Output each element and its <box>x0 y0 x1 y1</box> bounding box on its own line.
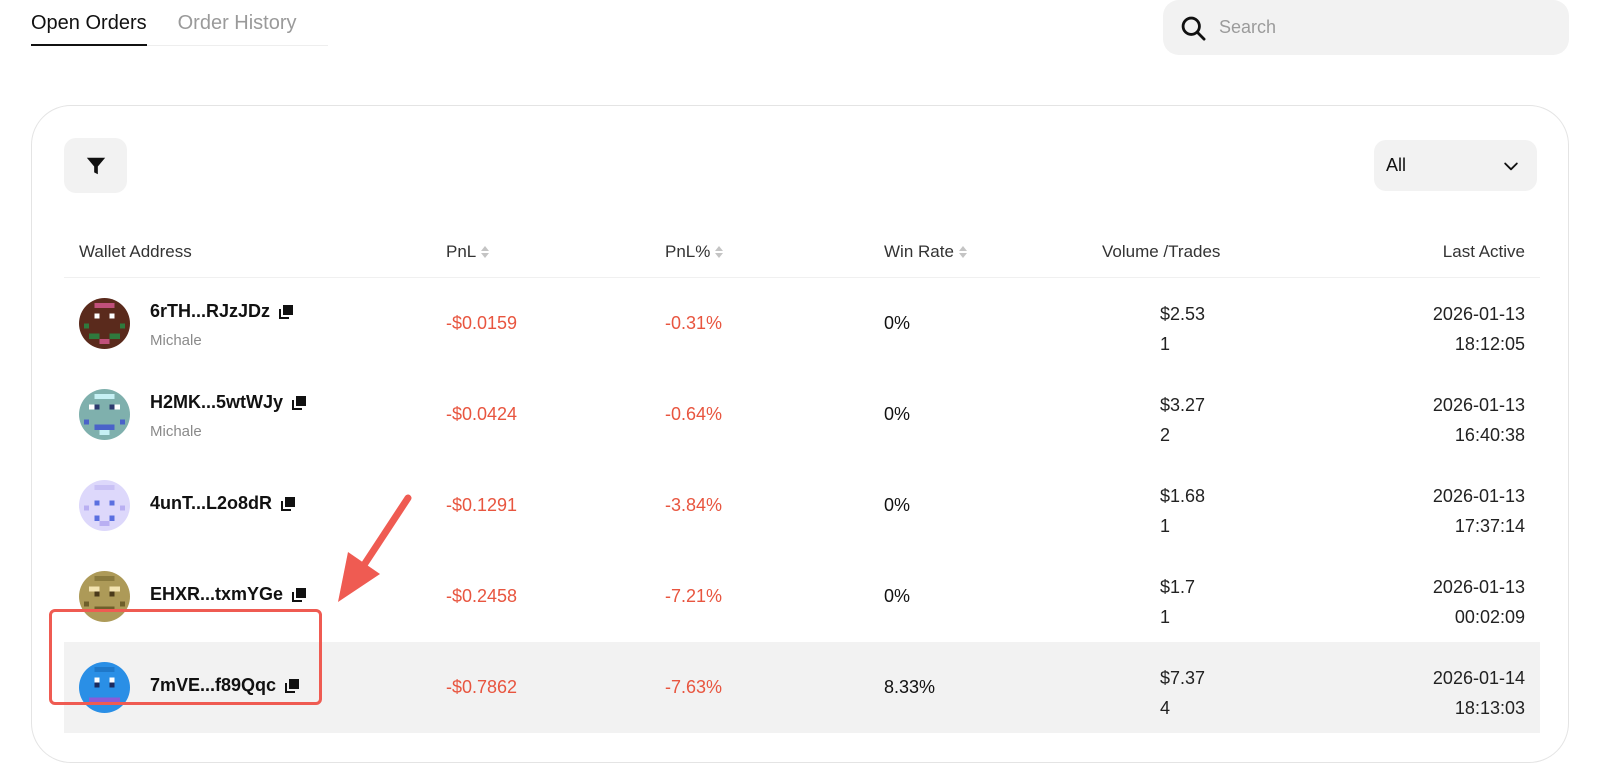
avatar <box>79 480 130 531</box>
col-last-active: Last Active <box>1442 242 1525 261</box>
pnl-value: -$0.0424 <box>446 404 518 424</box>
copy-icon[interactable] <box>278 304 294 320</box>
last-active-date: 2026-01-13 <box>1432 395 1525 415</box>
volume-value: $2.53 <box>1160 304 1206 324</box>
last-active-date: 2026-01-13 <box>1432 304 1525 324</box>
search-icon <box>1181 16 1206 40</box>
last-active-time: 18:13:03 <box>1454 698 1525 718</box>
win-rate-value: 0% <box>884 495 911 515</box>
last-active-date: 2026-01-13 <box>1432 577 1525 597</box>
pnl-value: -$0.2458 <box>446 586 518 606</box>
copy-icon[interactable] <box>291 395 307 411</box>
table-body: 6rTH...RJzJDz Michale -$0.0159 -0.31% 0%… <box>64 278 1540 733</box>
wallet-address: 6rTH...RJzJDz <box>150 301 294 322</box>
col-win-rate[interactable]: Win Rate <box>884 242 967 262</box>
pnl-value: -$0.0159 <box>446 313 518 333</box>
volume-value: $3.27 <box>1160 395 1206 415</box>
table-row[interactable]: EHXR...txmYGe -$0.2458 -7.21% 0% $1.7 1 … <box>64 551 1540 642</box>
pnl-percent-value: -3.84% <box>665 495 723 515</box>
search-box[interactable] <box>1163 0 1569 55</box>
wallet-address: H2MK...5wtWJy <box>150 392 307 413</box>
volume-trades: $1.7 1 <box>1160 572 1195 632</box>
pnl-percent-value: -7.21% <box>665 586 723 606</box>
annotation-highlight-box <box>49 609 322 705</box>
filter-select[interactable]: All <box>1374 140 1537 191</box>
last-active: 2026-01-13 16:40:38 <box>1433 390 1525 450</box>
volume-value: $1.68 <box>1160 486 1206 506</box>
volume-value: $1.7 <box>1160 577 1196 597</box>
col-volume-trades: Volume /Trades <box>1102 242 1221 261</box>
last-active-time: 17:37:14 <box>1454 516 1525 536</box>
volume-trades: $2.53 1 <box>1160 299 1205 359</box>
table-row-highlighted[interactable]: 7mVE...f89Qqc -$0.7862 -7.63% 8.33% $7.3… <box>64 642 1540 733</box>
trades-value: 1 <box>1160 334 1171 354</box>
copy-icon[interactable] <box>291 587 307 603</box>
order-tabs: Open Orders Order History <box>31 0 328 46</box>
copy-icon[interactable] <box>284 678 300 694</box>
table-row[interactable]: 4unT...L2o8dR -$0.1291 -3.84% 0% $1.68 1… <box>64 460 1540 551</box>
last-active: 2026-01-13 18:12:05 <box>1433 299 1525 359</box>
col-pnl-percent[interactable]: PnL% <box>665 242 724 262</box>
sort-icon[interactable] <box>715 246 724 258</box>
pnl-percent-value: -0.31% <box>665 313 723 333</box>
tab-open-orders[interactable]: Open Orders <box>31 0 147 46</box>
wallet-alias: Michale <box>150 423 202 440</box>
wallet-address: EHXR...txmYGe <box>150 584 307 605</box>
trades-value: 4 <box>1160 698 1171 718</box>
last-active: 2026-01-13 17:37:14 <box>1433 481 1525 541</box>
table-header: Wallet Address PnL PnL% Win Rate Volume … <box>64 226 1540 278</box>
chevron-down-icon <box>1504 162 1518 170</box>
last-active-time: 00:02:09 <box>1454 607 1525 627</box>
pnl-percent-value: -7.63% <box>665 677 723 697</box>
last-active: 2026-01-13 00:02:09 <box>1433 572 1525 632</box>
copy-icon[interactable] <box>280 496 296 512</box>
win-rate-value: 0% <box>884 313 911 333</box>
volume-trades: $3.27 2 <box>1160 390 1205 450</box>
pnl-percent-value: -0.64% <box>665 404 723 424</box>
avatar <box>79 571 130 622</box>
trades-value: 1 <box>1160 516 1171 536</box>
sort-icon[interactable] <box>481 246 490 258</box>
table-row[interactable]: 6rTH...RJzJDz Michale -$0.0159 -0.31% 0%… <box>64 278 1540 369</box>
col-wallet-address: Wallet Address <box>79 242 192 261</box>
avatar <box>79 298 130 349</box>
wallet-table-card: All Wallet Address PnL PnL% Win Rate Vol… <box>31 105 1569 763</box>
pnl-value: -$0.7862 <box>446 677 518 697</box>
annotation-arrow-icon <box>338 494 412 602</box>
filter-button[interactable] <box>64 138 127 193</box>
trades-value: 2 <box>1160 425 1171 445</box>
last-active: 2026-01-14 18:13:03 <box>1433 663 1525 723</box>
avatar <box>79 389 130 440</box>
last-active-time: 18:12:05 <box>1454 334 1525 354</box>
volume-trades: $1.68 1 <box>1160 481 1205 541</box>
filter-funnel-icon <box>86 157 105 174</box>
win-rate-value: 0% <box>884 586 911 606</box>
volume-value: $7.37 <box>1160 668 1206 688</box>
last-active-date: 2026-01-14 <box>1432 668 1525 688</box>
wallet-address: 7mVE...f89Qqc <box>150 675 300 696</box>
table-row[interactable]: H2MK...5wtWJy Michale -$0.0424 -0.64% 0%… <box>64 369 1540 460</box>
wallet-alias: Michale <box>150 332 202 349</box>
sort-icon[interactable] <box>958 246 967 258</box>
col-pnl[interactable]: PnL <box>446 242 490 262</box>
wallet-address: 4unT...L2o8dR <box>150 493 296 514</box>
last-active-time: 16:40:38 <box>1454 425 1525 445</box>
trades-value: 1 <box>1160 607 1171 627</box>
volume-trades: $7.37 4 <box>1160 663 1205 723</box>
tab-order-history[interactable]: Order History <box>177 12 297 34</box>
win-rate-value: 0% <box>884 404 911 424</box>
pnl-value: -$0.1291 <box>446 495 518 515</box>
search-input[interactable] <box>1219 17 1549 38</box>
last-active-date: 2026-01-13 <box>1432 486 1525 506</box>
win-rate-value: 8.33% <box>884 677 936 697</box>
filter-select-value: All <box>1386 155 1407 175</box>
